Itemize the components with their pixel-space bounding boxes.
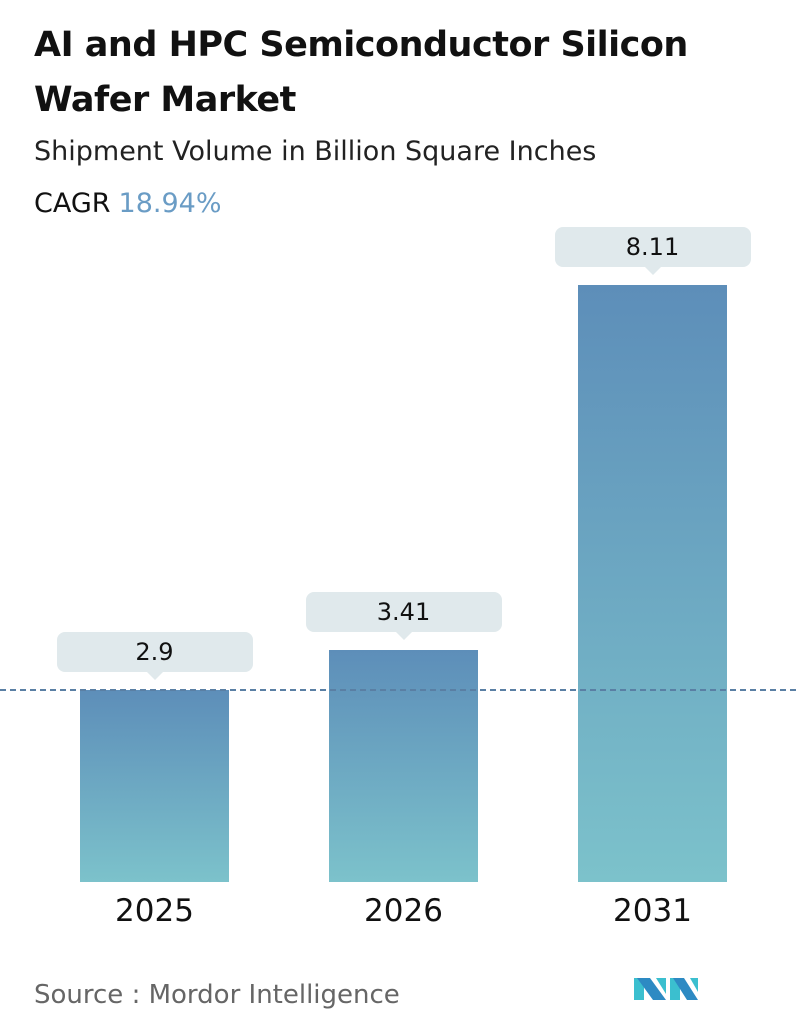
x-tick-label-2031: 2031 <box>613 893 692 929</box>
chart-subtitle: Shipment Volume in Billion Square Inches <box>34 136 597 167</box>
source-text: Source : Mordor Intelligence <box>34 980 400 1010</box>
data-label-2026: 3.41 <box>305 592 502 641</box>
cagr: CAGR 18.94% <box>34 188 221 219</box>
chart-title: AI and HPC Semiconductor Silicon Wafer M… <box>34 25 688 120</box>
x-tick-label-2025: 2025 <box>115 893 194 929</box>
bar-2025 <box>80 690 229 882</box>
cagr-label: CAGR <box>34 188 111 219</box>
reference-dashed-line <box>0 689 796 691</box>
data-label-2031: 8.11 <box>554 227 751 276</box>
cagr-value: 18.94% <box>118 188 222 219</box>
mordor-intelligence-logo-icon <box>634 978 698 1000</box>
x-tick-label-2026: 2026 <box>364 893 443 929</box>
data-label-2025: 2.9 <box>56 632 253 681</box>
bar-2026 <box>329 650 478 882</box>
bar-2031 <box>578 285 727 882</box>
